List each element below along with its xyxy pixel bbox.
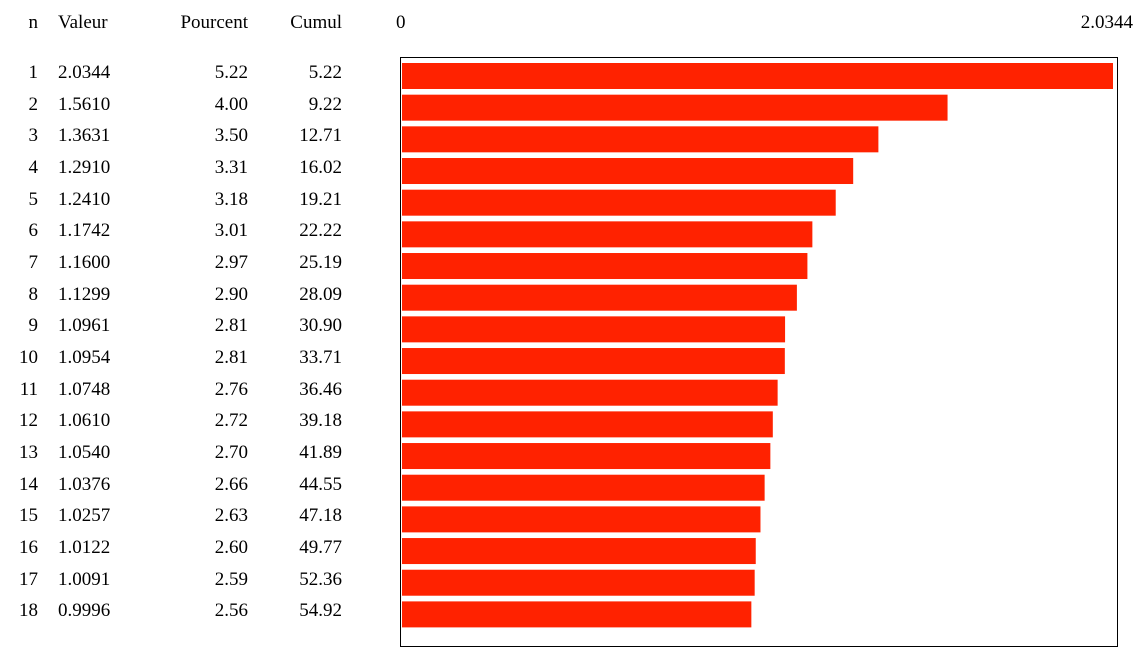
- row-cumul: 9.22: [308, 93, 342, 115]
- row-pourcent: 2.63: [214, 505, 248, 527]
- row-valeur: 1.0257: [58, 505, 111, 527]
- row-valeur: 1.0091: [58, 568, 111, 590]
- row-pourcent: 2.66: [214, 473, 248, 495]
- row-pourcent: 2.60: [214, 537, 248, 559]
- row-n: 13: [19, 442, 38, 464]
- row-cumul: 25.19: [299, 252, 342, 274]
- row-n: 9: [28, 315, 39, 337]
- row-cumul: 47.18: [299, 505, 342, 527]
- row-n: 6: [28, 220, 39, 242]
- row-valeur: 1.2910: [58, 157, 111, 178]
- row-pourcent: 2.81: [214, 315, 248, 337]
- row-valeur: 1.0122: [58, 537, 111, 559]
- row-n: 10: [19, 347, 38, 369]
- axis-max-label: 2.0344: [1080, 12, 1133, 33]
- row-valeur: 2.0344: [58, 62, 111, 83]
- bar-2: [402, 94, 948, 121]
- row-n: 4: [28, 157, 39, 178]
- row-pourcent: 5.22: [214, 62, 248, 83]
- col-header-pourcent: Pourcent: [180, 12, 248, 33]
- row-cumul: 41.89: [299, 442, 342, 464]
- row-pourcent: 3.50: [214, 125, 248, 147]
- row-valeur: 1.0376: [58, 473, 111, 495]
- row-n: 16: [19, 537, 38, 559]
- row-n: 15: [19, 505, 38, 527]
- row-valeur: 0.9996: [58, 600, 111, 622]
- bar-14: [402, 474, 765, 501]
- row-valeur: 1.0748: [58, 378, 111, 400]
- row-cumul: 36.46: [299, 378, 342, 400]
- col-header-n: n: [28, 12, 39, 33]
- row-valeur: 1.2410: [58, 188, 111, 210]
- row-n: 18: [19, 600, 38, 622]
- row-pourcent: 4.00: [214, 93, 248, 115]
- row-valeur: 1.3631: [58, 125, 111, 147]
- row-n: 11: [19, 378, 38, 400]
- row-n: 7: [28, 252, 39, 274]
- bar-9: [402, 316, 786, 343]
- row-cumul: 52.36: [299, 568, 342, 590]
- bar-15: [402, 506, 761, 533]
- row-pourcent: 3.01: [214, 220, 248, 242]
- row-n: 8: [28, 283, 39, 305]
- row-cumul: 49.77: [299, 537, 342, 559]
- row-pourcent: 3.31: [214, 157, 248, 178]
- row-cumul: 12.71: [299, 125, 342, 147]
- row-valeur: 1.1742: [58, 220, 111, 242]
- row-cumul: 28.09: [299, 283, 342, 305]
- bar-17: [402, 569, 755, 596]
- row-valeur: 1.1299: [58, 283, 111, 305]
- row-cumul: 22.22: [299, 220, 342, 242]
- bars-svg: [402, 63, 1113, 628]
- row-pourcent: 2.70: [214, 442, 248, 464]
- row-n: 2: [28, 93, 39, 115]
- row-cumul: 54.92: [299, 600, 342, 622]
- row-valeur: 1.0610: [58, 410, 111, 432]
- row-pourcent: 3.18: [214, 188, 248, 210]
- row-cumul: 33.71: [299, 347, 342, 369]
- bar-11: [402, 379, 778, 406]
- row-cumul: 39.18: [299, 410, 342, 432]
- row-cumul: 44.55: [299, 473, 342, 495]
- row-n: 3: [28, 125, 39, 147]
- row-pourcent: 2.81: [214, 347, 248, 369]
- row-valeur: 1.5610: [58, 93, 111, 115]
- row-pourcent: 2.72: [214, 410, 248, 432]
- row-pourcent: 2.76: [214, 378, 248, 400]
- row-cumul: 30.90: [299, 315, 342, 337]
- bar-4: [402, 158, 854, 185]
- row-pourcent: 2.90: [214, 283, 248, 305]
- row-pourcent: 2.56: [214, 600, 248, 622]
- row-cumul: 5.22: [308, 62, 342, 83]
- row-pourcent: 2.97: [214, 252, 248, 274]
- row-valeur: 1.0954: [58, 347, 111, 369]
- row-cumul: 16.02: [299, 157, 342, 178]
- bar-6: [402, 221, 813, 248]
- row-n: 12: [19, 410, 38, 432]
- row-n: 1: [28, 62, 39, 83]
- row-cumul: 19.21: [299, 188, 342, 210]
- bar-5: [402, 189, 836, 216]
- bar-10: [402, 348, 785, 375]
- axis-min-label: 0: [396, 12, 406, 33]
- row-n: 17: [19, 568, 38, 590]
- bar-plot-area: [400, 57, 1118, 647]
- bar-12: [402, 411, 773, 438]
- row-valeur: 1.0961: [58, 315, 111, 337]
- row-n: 14: [19, 473, 38, 495]
- row-pourcent: 2.59: [214, 568, 248, 590]
- row-valeur: 1.1600: [58, 252, 111, 274]
- bar-1: [402, 63, 1113, 89]
- bar-13: [402, 443, 771, 470]
- bar-16: [402, 538, 756, 565]
- col-header-cumul: Cumul: [290, 12, 342, 33]
- bar-8: [402, 284, 797, 311]
- bar-18: [402, 601, 752, 628]
- row-valeur: 1.0540: [58, 442, 111, 464]
- bar-7: [402, 253, 808, 280]
- row-n: 5: [28, 188, 39, 210]
- bar-3: [402, 126, 879, 153]
- col-header-valeur: Valeur: [58, 12, 108, 33]
